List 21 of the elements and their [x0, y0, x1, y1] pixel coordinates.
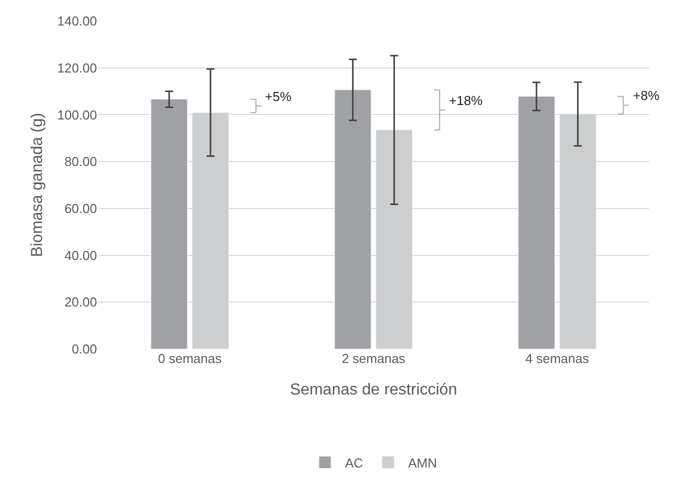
y-tick-label: 100.00 — [57, 107, 97, 122]
y-tick-label: 140.00 — [57, 14, 97, 29]
annotation: +8% — [633, 88, 660, 103]
y-tick-label: 120.00 — [57, 60, 97, 76]
y-tick-label: 0.00 — [72, 342, 97, 357]
bar — [334, 90, 372, 349]
bar — [518, 96, 555, 349]
legend-label: AC — [345, 455, 364, 470]
y-tick-label: 20.00 — [64, 294, 97, 310]
y-tick-label: 60.00 — [64, 200, 97, 216]
y-tick-label: 80.00 — [64, 154, 97, 170]
x-axis-title: Semanas de restricción — [290, 382, 458, 399]
y-tick-label: 40.00 — [64, 248, 97, 263]
legend-label: AMN — [408, 455, 437, 470]
x-tick-label: 4 semanas — [525, 351, 590, 366]
annotation: +5% — [265, 89, 292, 104]
annotation: +18% — [449, 93, 484, 108]
x-tick-label: 0 semanas — [158, 351, 222, 366]
bar — [150, 99, 188, 349]
x-tick-label: 2 semanas — [342, 351, 406, 366]
y-axis-title: Biomasa ganada (g) — [29, 112, 46, 258]
